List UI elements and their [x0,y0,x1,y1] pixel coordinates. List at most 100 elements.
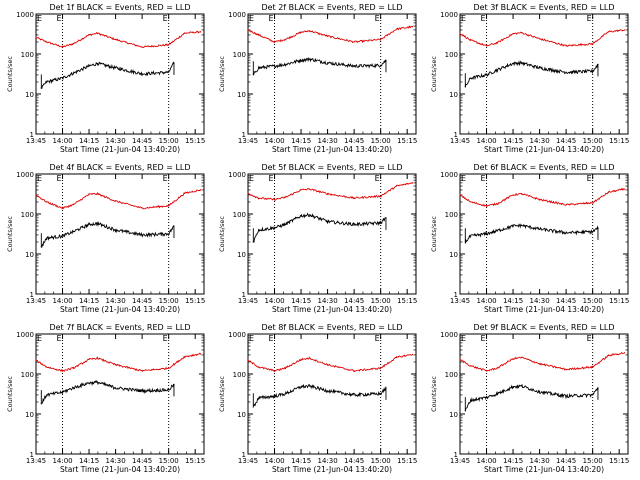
y-tick-label: 1 [242,451,246,459]
x-tick-label: 14:30 [530,297,550,305]
lld-series-line [35,30,201,49]
y-tick-label: 1 [454,291,458,299]
plot-frame [35,13,205,135]
lld-data-point [258,197,260,199]
lld-data-point [496,203,498,205]
events-data-point [72,387,74,389]
attenuator-edge-label: E [249,174,254,183]
lld-data-point [88,34,90,36]
lld-data-point [168,367,170,369]
lld-series-line [459,187,625,208]
plot-frame [459,173,629,295]
lld-data-point [496,42,498,44]
lld-data-point [300,189,302,191]
lld-data-point [411,182,414,184]
x-axis-label: Start Time (21-Jun-04 13:40:20) [272,145,392,154]
lld-data-point [46,366,48,368]
panel-title: Det 3f BLACK = Events, RED = LLD [473,3,614,12]
lld-data-point [141,46,143,48]
attenuator-marker-label: E [375,14,380,23]
lld-data-point [247,192,249,194]
x-tick-label: 15:00 [159,457,179,465]
lld-data-point [623,188,626,190]
lld-data-point [183,192,186,194]
events-data-point [96,381,99,383]
attenuator-edge-label: E [249,334,254,343]
lld-data-point [485,45,488,47]
y-tick-label: 100 [21,371,34,379]
lld-data-point [273,198,276,201]
lld-data-point [199,31,202,33]
lld-series-line [35,352,201,373]
events-series-line [464,383,599,411]
lld-data-point [395,185,398,187]
events-data-point [470,235,472,237]
y-tick-label: 100 [445,371,458,379]
y-tick-label: 10 [25,251,34,259]
x-tick-label: 13:45 [238,297,258,305]
y-tick-label: 1000 [16,171,34,179]
x-tick-label: 15:15 [609,457,629,465]
x-tick-label: 14:00 [476,297,496,305]
lld-data-point [565,204,567,206]
lld-data-point [61,370,64,372]
y-tick-label: 100 [233,51,246,59]
x-tick-label: 14:45 [556,297,576,305]
lld-data-point [308,30,311,32]
x-axis-label: Start Time (21-Jun-04 13:40:20) [484,305,604,314]
lld-data-point [72,204,74,206]
events-data-point [61,235,64,237]
events-data-point [273,227,276,229]
y-axis-label: Counts/sec [6,376,14,412]
lld-data-point [35,359,37,361]
y-axis-label: Counts/sec [430,216,438,252]
x-tick-label: 14:15 [503,457,523,465]
x-tick-label: 14:30 [318,457,338,465]
lld-data-point [538,38,541,40]
lld-data-point [496,367,498,369]
lld-data-point [538,198,541,201]
lld-data-point [61,46,64,48]
panel-det-1f: Det 1f BLACK = Events, RED = LLD 1 10 100 10… [6,3,205,154]
panel-det-8f: Det 8f BLACK = Events, RED = LLD 1 10 100 10… [218,323,417,474]
events-series-line [41,379,175,405]
attenuator-marker-label: E [163,334,168,343]
attenuator-marker-label: E [269,174,274,183]
x-tick-label: 14:15 [79,457,99,465]
attenuator-edge-label: E [37,334,42,343]
x-tick-label: 15:00 [583,137,603,145]
panel-title: Det 7f BLACK = Events, RED = LLD [49,323,190,332]
lld-data-point [183,356,186,358]
events-data-point [496,393,498,395]
x-tick-label: 13:45 [450,137,470,145]
x-tick-label: 15:00 [371,297,391,305]
events-data-point [308,385,311,387]
lld-series-line [247,354,413,373]
lld-data-point [35,36,37,39]
lld-data-point [284,196,286,199]
events-data-point [141,73,143,75]
events-data-point [114,67,117,69]
panel-det-3f: Det 3f BLACK = Events, RED = LLD 1 10 100 10… [430,3,629,154]
y-tick-label: 10 [25,91,34,99]
lld-data-point [258,34,260,36]
events-series-line [464,223,599,244]
events-data-point [512,386,514,388]
panel-title: Det 1f BLACK = Events, RED = LLD [49,3,190,12]
y-tick-label: 10 [237,91,246,99]
x-tick-label: 15:15 [185,457,205,465]
y-tick-label: 1 [242,291,246,299]
x-tick-label: 14:45 [344,297,364,305]
lld-data-point [141,370,143,372]
panel-title: Det 9f BLACK = Events, RED = LLD [473,323,614,332]
x-tick-label: 13:45 [238,137,258,145]
y-tick-label: 100 [233,371,246,379]
events-data-point [284,63,286,65]
lld-data-point [273,41,276,43]
lld-data-point [607,354,610,357]
plot-frame [459,333,629,455]
y-tick-label: 10 [237,411,246,419]
events-data-point [485,74,488,76]
panel-title: Det 4f BLACK = Events, RED = LLD [49,163,190,172]
x-tick-label: 15:00 [159,297,179,305]
